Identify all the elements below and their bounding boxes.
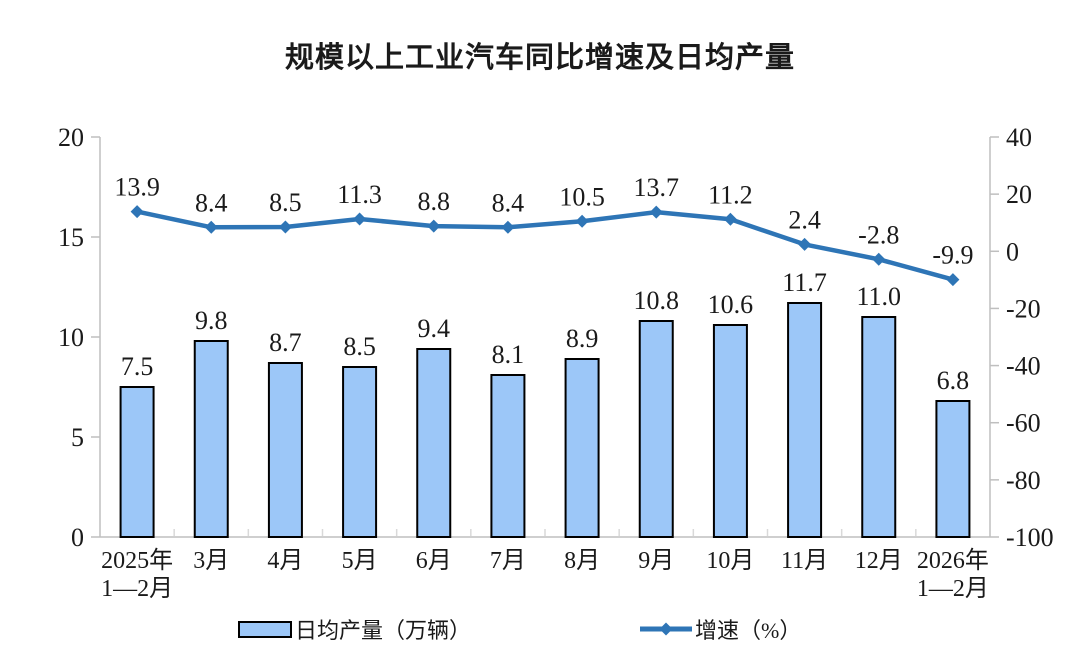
line-point-3月 (204, 220, 218, 234)
right-axis-tick-label: -100 (1006, 523, 1054, 552)
left-axis-tick-label: 20 (58, 123, 84, 152)
left-axis-tick-label: 0 (71, 523, 84, 552)
bar-value-label: 7.5 (121, 352, 154, 381)
growth-rate-line (134, 209, 956, 282)
left-axis-tick-label: 5 (71, 423, 84, 452)
bar-value-label: 9.8 (195, 306, 228, 335)
line-point-9月 (649, 205, 663, 219)
bar-5月 (342, 366, 378, 538)
x-axis-label: 11月 (781, 548, 828, 574)
bar-6月 (416, 348, 452, 538)
bar-4月 (267, 362, 303, 538)
line-point-4月 (278, 220, 292, 234)
bar-11月 (787, 302, 823, 538)
right-axis-tick-label: 40 (1006, 123, 1032, 152)
x-axis-label: 6月 (416, 548, 452, 574)
left-axis-tick-label: 15 (58, 223, 84, 252)
line-point-12月 (872, 252, 886, 266)
legend-item-daily-output: 日均产量（万辆） (238, 614, 471, 644)
bar-2025年1—2月 (119, 386, 155, 538)
legend-label-growth-rate: 增速（%） (695, 618, 802, 643)
bar-swatch-icon (238, 620, 292, 638)
line-value-label: -9.9 (932, 241, 973, 270)
bar-value-label: 8.9 (566, 324, 599, 353)
x-axis-label: 8月 (564, 548, 600, 574)
right-axis-tick-label: -80 (1006, 466, 1041, 495)
line-value-label: 13.7 (634, 173, 680, 202)
x-axis-label: 1—2月 (917, 576, 989, 602)
line-value-label: 8.5 (269, 188, 302, 217)
bar-9月 (638, 320, 674, 538)
legend: 日均产量（万辆） 增速（%） (0, 614, 1080, 648)
line-value-label: 11.3 (337, 180, 382, 209)
x-axis-label: 7月 (490, 548, 526, 574)
bar-value-label: 8.1 (492, 340, 525, 369)
line-swatch-icon (640, 622, 692, 636)
bar-value-label: 11.0 (856, 282, 901, 311)
x-axis-label: 1—2月 (101, 576, 173, 602)
right-axis-tick-label: 20 (1006, 180, 1032, 209)
line-value-label: 13.9 (114, 173, 160, 202)
line-value-label: 8.4 (492, 188, 525, 217)
x-axis-label: 2026年 (917, 547, 989, 574)
line-value-label: 10.5 (559, 182, 605, 211)
legend-label-daily-output: 日均产量（万辆） (295, 618, 472, 643)
line-value-label: 11.2 (708, 180, 753, 209)
line-value-label: 8.8 (418, 187, 451, 216)
line-point-8月 (575, 214, 589, 228)
bar-7月 (490, 374, 526, 538)
bar-value-label: 8.5 (343, 332, 376, 361)
x-axis-label: 10月 (706, 548, 754, 574)
bar-value-label: 10.8 (634, 286, 680, 315)
bar-3月 (193, 340, 229, 538)
right-axis-tick-label: 0 (1006, 237, 1019, 266)
bar-value-label: 9.4 (418, 314, 451, 343)
right-axis-tick-label: -60 (1006, 409, 1041, 438)
x-axis-label: 2025年 (101, 547, 173, 574)
bar-value-label: 11.7 (782, 268, 827, 297)
right-axis-tick-label: -20 (1006, 294, 1041, 323)
bar-value-label: 10.6 (708, 290, 754, 319)
x-axis-label: 3月 (193, 548, 229, 574)
line-point-6月 (427, 219, 441, 233)
bar-10月 (712, 324, 748, 538)
x-axis-label: 5月 (342, 548, 378, 574)
line-point-10月 (723, 212, 737, 226)
bar-8月 (564, 358, 600, 538)
chart-title: 规模以上工业汽车同比增速及日均产量 (284, 42, 795, 74)
bar-12月 (861, 316, 897, 538)
bar-2026年1—2月 (935, 400, 971, 538)
line-value-label: -2.8 (858, 220, 899, 249)
bar-value-label: 6.8 (937, 366, 970, 395)
bar-value-label: 8.7 (269, 328, 302, 357)
right-axis-tick-label: -40 (1006, 352, 1041, 381)
line-point-2025年1—2月 (130, 205, 144, 219)
line-point-5月 (353, 212, 367, 226)
line-point-11月 (798, 237, 812, 251)
x-axis-label: 12月 (855, 548, 903, 574)
line-value-label: 2.4 (788, 205, 821, 234)
x-axis-label: 4月 (267, 548, 303, 574)
legend-item-growth-rate: 增速（%） (640, 614, 801, 644)
line-point-2026年1—2月 (946, 273, 960, 287)
left-axis-tick-label: 10 (58, 323, 84, 352)
x-axis-label: 9月 (638, 548, 674, 574)
line-value-label: 8.4 (195, 188, 228, 217)
line-point-7月 (501, 220, 515, 234)
